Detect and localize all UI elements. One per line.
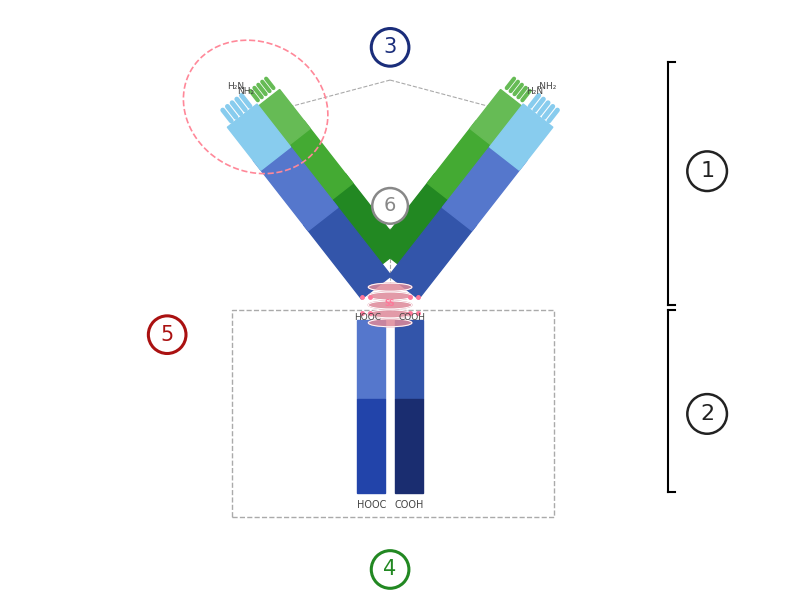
Ellipse shape	[368, 292, 412, 300]
Text: SS: SS	[385, 299, 395, 308]
Ellipse shape	[368, 310, 412, 318]
Text: 5: 5	[161, 325, 174, 344]
Circle shape	[148, 316, 186, 353]
Polygon shape	[389, 202, 477, 299]
Polygon shape	[358, 398, 385, 493]
Polygon shape	[323, 173, 403, 265]
Text: H₂N: H₂N	[526, 87, 543, 96]
Polygon shape	[254, 137, 338, 230]
Ellipse shape	[368, 319, 412, 327]
Polygon shape	[282, 121, 353, 200]
Polygon shape	[427, 121, 498, 200]
Text: 6: 6	[384, 196, 396, 215]
Circle shape	[371, 551, 409, 589]
Ellipse shape	[368, 283, 412, 291]
Text: 4: 4	[383, 559, 397, 580]
Circle shape	[687, 394, 727, 434]
Polygon shape	[470, 89, 522, 146]
Text: HOOC: HOOC	[354, 313, 382, 322]
Polygon shape	[258, 89, 310, 146]
Text: NH₂: NH₂	[237, 87, 254, 96]
Text: 1: 1	[700, 161, 714, 181]
Text: H₂N: H₂N	[226, 82, 244, 91]
Text: 3: 3	[383, 37, 397, 58]
Text: 2: 2	[700, 404, 714, 424]
Polygon shape	[377, 173, 457, 265]
Circle shape	[372, 188, 408, 224]
Ellipse shape	[368, 301, 412, 309]
Polygon shape	[442, 137, 527, 230]
Text: COOH: COOH	[398, 313, 426, 322]
Circle shape	[687, 151, 727, 191]
Polygon shape	[395, 398, 422, 493]
Polygon shape	[395, 320, 422, 399]
Polygon shape	[490, 104, 553, 170]
Polygon shape	[227, 104, 290, 170]
Text: HOOC: HOOC	[357, 500, 386, 510]
Text: COOH: COOH	[394, 500, 424, 510]
Polygon shape	[358, 320, 385, 399]
Text: -NH₂: -NH₂	[536, 82, 557, 91]
Circle shape	[371, 29, 409, 66]
Polygon shape	[303, 202, 391, 299]
